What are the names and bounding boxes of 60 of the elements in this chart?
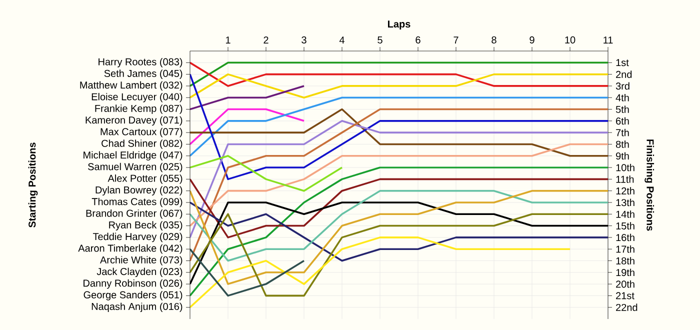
text: Michael Eldridge (047) bbox=[84, 151, 182, 161]
x-tick-label: 4 bbox=[339, 36, 344, 44]
x-tick-label: 10 bbox=[565, 36, 576, 44]
y-tick-label: 10th bbox=[616, 164, 634, 172]
y-tick-label: 21st bbox=[616, 292, 634, 300]
text: Kameron Davey (071) bbox=[86, 116, 182, 126]
y-tick-label: 22nd bbox=[616, 304, 638, 312]
y-tick-label: 11th bbox=[616, 176, 634, 183]
y-tick-label: 6th bbox=[616, 117, 629, 125]
text: Matthew Lambert (032) bbox=[80, 81, 182, 91]
y-tick-label: 14th bbox=[616, 210, 634, 218]
text: Ryan Beck (035) bbox=[109, 221, 182, 230]
text: Aaron Timberlake (042) bbox=[78, 244, 182, 254]
y-tick-label: 20th bbox=[616, 280, 634, 288]
x-tick-label: 7 bbox=[454, 36, 458, 44]
text: Thomas Cates (099) bbox=[92, 198, 182, 208]
y-tick-label: 5th bbox=[616, 106, 629, 113]
text: George Sanders (051) bbox=[84, 291, 182, 300]
text: Starting Positions bbox=[28, 142, 38, 228]
y-axis-title: Finishing Positions bbox=[644, 140, 654, 231]
text: Brandon Grinter (067) bbox=[86, 209, 182, 219]
y-tick-label: 2nd bbox=[616, 70, 632, 78]
text: Max Cartoux (077) bbox=[100, 128, 182, 138]
y-tick-label: 19th bbox=[616, 268, 634, 276]
text: Archie White (073) bbox=[100, 256, 182, 266]
x-tick-label: 3 bbox=[302, 36, 306, 44]
text: Dylan Bowrey (022) bbox=[96, 186, 182, 196]
text: Harry Rootes (083) bbox=[98, 58, 182, 68]
x-tick-label: 5 bbox=[378, 36, 382, 44]
y-tick-label: 4th bbox=[616, 94, 629, 102]
text: Frankie Kemp (087) bbox=[95, 104, 182, 114]
line-series bbox=[190, 154, 343, 192]
y-tick-label: 1st bbox=[616, 59, 629, 66]
text: Teddie Harvey (029) bbox=[92, 232, 182, 242]
x-axis-title: Laps bbox=[388, 20, 410, 30]
y-tick-label: 18th bbox=[616, 257, 634, 264]
line-series bbox=[190, 248, 305, 297]
y-tick-label: 3rd bbox=[616, 82, 630, 90]
text: Naqash Anjum (016) bbox=[92, 302, 182, 312]
text: Alex Potter (055) bbox=[108, 174, 182, 184]
x-tick-label: 11 bbox=[604, 36, 613, 44]
y-tick-label: 13th bbox=[616, 198, 634, 206]
y-tick-label: 15th bbox=[616, 222, 634, 230]
y-tick-label: 7th bbox=[616, 128, 629, 136]
x-tick-label: 8 bbox=[492, 36, 496, 44]
y-tick-label: 12th bbox=[616, 187, 634, 194]
x-tick-label: 1 bbox=[226, 36, 230, 44]
text: Eloise Lecuyer (040) bbox=[92, 92, 182, 102]
text: Samuel Warren (025) bbox=[88, 162, 182, 172]
y-tick-label: 8th bbox=[616, 140, 629, 148]
text: Danny Robinson (026) bbox=[84, 279, 182, 289]
x-tick-label: 9 bbox=[530, 36, 534, 44]
y-tick-label: 9th bbox=[616, 152, 629, 160]
y-tick-label: 16th bbox=[616, 234, 634, 242]
x-tick-label: 6 bbox=[416, 36, 420, 44]
y-tick-label: 17th bbox=[616, 245, 634, 253]
text: Chad Shiner (082) bbox=[102, 140, 182, 149]
text: Seth James (045) bbox=[104, 70, 182, 79]
x-tick-label: 2 bbox=[264, 36, 268, 44]
text: Jack Clayden (023) bbox=[96, 268, 182, 278]
